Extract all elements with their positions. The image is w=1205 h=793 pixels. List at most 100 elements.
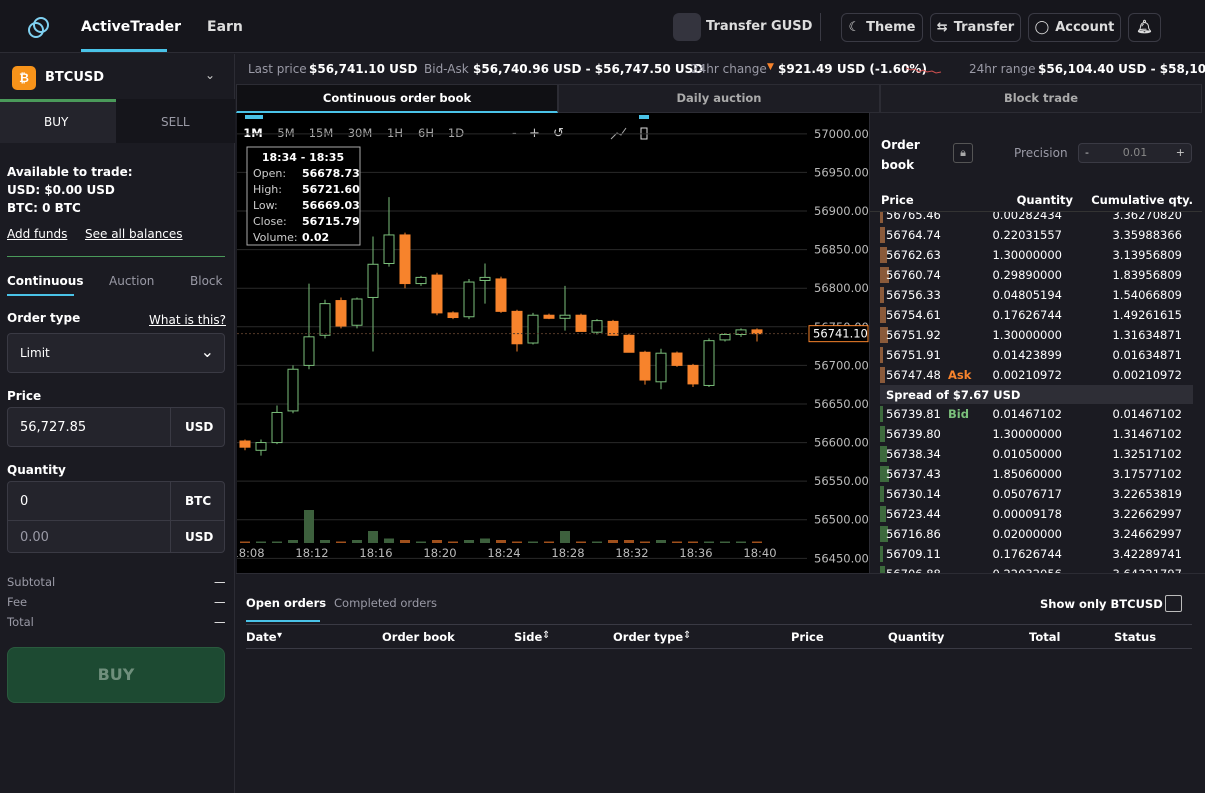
quantity-input[interactable]: 0 BTC 0.00 USD xyxy=(7,481,225,553)
nav-button[interactable]: ⇆ Transfer xyxy=(930,13,1021,42)
price-chart: - + ↺ 1M5M15M30M1H6H1D57000.0056950.0056… xyxy=(237,113,869,573)
interval[interactable]: 15M xyxy=(309,126,334,140)
volume-bar xyxy=(640,541,650,543)
depth xyxy=(880,406,883,422)
dropdown-arrow[interactable]: ⌄ xyxy=(205,68,216,82)
column-header[interactable]: Quantity xyxy=(888,630,945,644)
price: 56737.43 xyxy=(886,467,941,481)
asks-row: 56756.33 0.04805194 1.54066809 xyxy=(870,285,1192,305)
depth xyxy=(880,287,884,303)
volume-bar xyxy=(592,541,602,543)
price: 56760.74 xyxy=(886,268,941,282)
title: Order book xyxy=(881,138,920,172)
balance: BTC: 0 BTC xyxy=(7,201,81,215)
mode-tab[interactable]: Continuous xyxy=(7,274,84,288)
link[interactable]: See all balances xyxy=(85,227,183,241)
nav-button[interactable]: ☾ Theme xyxy=(841,13,923,42)
side-tab[interactable]: BUY xyxy=(44,115,69,129)
checkbox[interactable] xyxy=(1165,595,1182,612)
candle-body xyxy=(319,303,331,336)
interval[interactable]: 30M xyxy=(348,126,373,140)
nav-button[interactable]: Transfer GUSD xyxy=(706,19,813,34)
column-header: Price xyxy=(881,193,914,207)
depth xyxy=(880,546,883,562)
book-tab[interactable]: Daily auction xyxy=(558,84,880,113)
volume-bar xyxy=(448,541,458,543)
depth xyxy=(880,426,885,442)
volume-bar xyxy=(752,541,762,543)
cumulative: 3.36270820 xyxy=(1112,212,1182,222)
quantity: 0.00282434 xyxy=(992,212,1062,222)
column-header[interactable]: Price xyxy=(791,630,824,644)
lock[interactable]: 🔒︎ xyxy=(953,143,973,163)
bids-row: 56737.43 1.85060000 3.17577102 xyxy=(870,464,1192,484)
column-header[interactable]: Side xyxy=(514,630,543,644)
volume-bar xyxy=(528,541,538,543)
cumulative: 0.00210972 xyxy=(1112,368,1182,382)
candle-body xyxy=(591,320,603,333)
candle-body xyxy=(447,312,459,319)
unit: USD xyxy=(185,420,214,434)
link[interactable]: What is this? xyxy=(149,313,227,327)
select[interactable]: Limit ⌄ xyxy=(7,333,225,373)
candle-body xyxy=(575,314,587,332)
interval[interactable]: 1D xyxy=(448,126,464,140)
column-header[interactable]: Order type xyxy=(613,630,684,644)
column-header[interactable]: Status xyxy=(1114,630,1157,644)
sort-icon: ⇕ xyxy=(542,630,551,641)
price-input[interactable]: 56,727.85 USD xyxy=(7,407,225,447)
precision-input[interactable]: -0.01 + xyxy=(1078,143,1192,163)
x-tick-label: 18:24 xyxy=(487,546,520,560)
mode-tab[interactable]: Block xyxy=(190,274,223,288)
asks-row: 56762.63 1.30000000 3.13956809 xyxy=(870,245,1192,265)
cumulative: 3.22653819 xyxy=(1112,487,1182,501)
filter-label: Show only BTCUSD xyxy=(1040,597,1163,611)
tab[interactable] xyxy=(116,99,235,143)
candle-body xyxy=(607,320,619,336)
orders-tab[interactable]: Completed orders xyxy=(334,596,438,610)
depth xyxy=(880,466,889,482)
bids-row: 56738.34 0.01050000 1.32517102 xyxy=(870,444,1192,464)
column-header[interactable]: Total xyxy=(1029,630,1061,644)
symbol[interactable]: BTCUSD xyxy=(45,70,105,85)
quantity: 0.00210972 xyxy=(992,368,1062,382)
orders-tab[interactable]: Open orders xyxy=(246,596,327,610)
tag: Bid xyxy=(948,407,969,421)
nav-item[interactable]: Earn xyxy=(207,19,243,35)
book-tab[interactable]: Block trade xyxy=(880,84,1202,113)
link[interactable]: Add funds xyxy=(7,227,68,241)
side-tab[interactable]: SELL xyxy=(161,115,190,129)
submit-button[interactable]: BUY xyxy=(7,647,225,703)
label: Order type xyxy=(7,311,81,325)
logo[interactable] xyxy=(27,16,51,40)
bids-row: 56716.86 0.02000000 3.24662997 xyxy=(870,524,1192,544)
divider xyxy=(7,256,225,257)
candle-body xyxy=(671,352,683,366)
x-tick-label: 18:20 xyxy=(423,546,456,560)
candle-body xyxy=(463,281,475,318)
cumulative: 0.01467102 xyxy=(1112,407,1182,421)
column-header[interactable]: Date xyxy=(246,630,277,644)
button-label: Theme xyxy=(866,20,916,35)
interval[interactable]: 1H xyxy=(387,126,403,140)
quantity: 1.30000000 xyxy=(992,328,1062,342)
cumulative: 3.22662997 xyxy=(1112,507,1182,521)
column-header[interactable]: Order book xyxy=(382,630,455,644)
interval[interactable]: 1M xyxy=(243,126,262,140)
notifications[interactable]: 🔔︎ xyxy=(1128,13,1161,42)
mode-tab[interactable]: Auction xyxy=(109,274,155,288)
quantity: 1.85060000 xyxy=(992,467,1062,481)
depth xyxy=(880,526,888,542)
x-tick-label: 18:08 xyxy=(237,546,265,560)
interval[interactable]: 6H xyxy=(418,126,434,140)
volume-bar xyxy=(352,540,362,543)
interval[interactable]: 5M xyxy=(277,126,294,140)
nav-item[interactable]: ActiveTrader xyxy=(81,19,182,35)
depth xyxy=(880,227,885,243)
price: 56738.34 xyxy=(886,447,941,461)
value: $56,741.10 USD xyxy=(309,62,418,76)
tab-active[interactable] xyxy=(0,99,116,143)
book-tab[interactable]: Continuous order book xyxy=(236,84,558,113)
label: Price xyxy=(7,389,42,403)
nav-button[interactable]: ◯ Account xyxy=(1028,13,1121,42)
